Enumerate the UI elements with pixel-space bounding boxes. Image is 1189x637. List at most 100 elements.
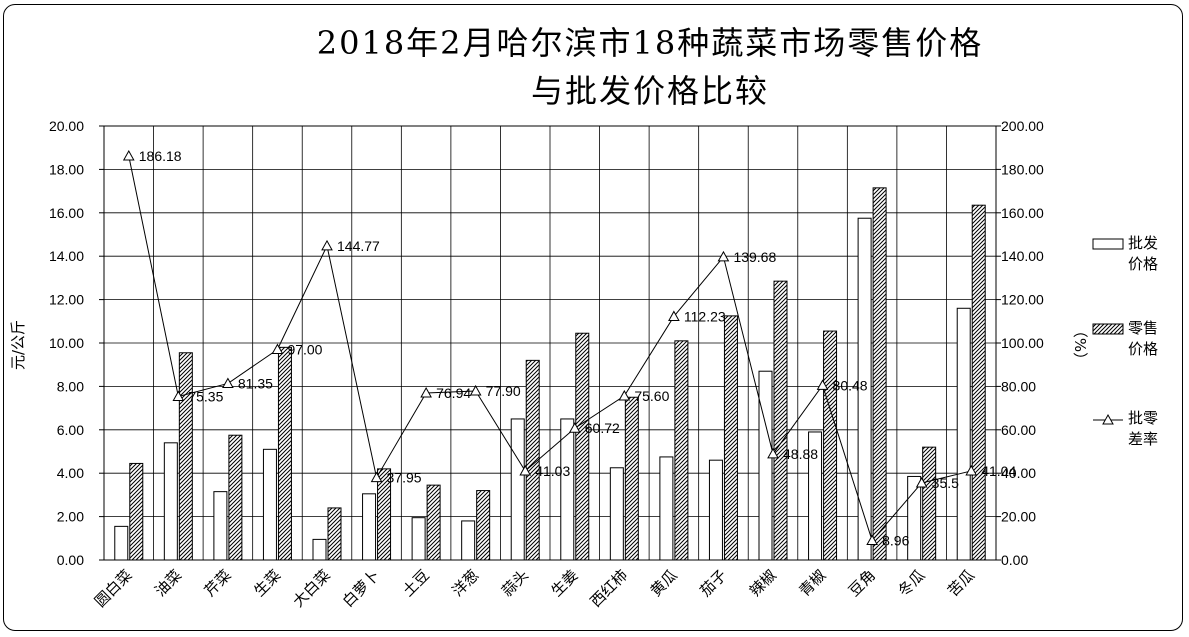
rate-data-label: 60.72: [585, 420, 620, 436]
legend-label: 批发: [1128, 234, 1158, 252]
y-tick-label: 2.00: [57, 509, 84, 525]
rate-data-label: 77.90: [486, 383, 521, 399]
rate-marker: [271, 343, 284, 355]
bar-wholesale: [312, 538, 327, 561]
bar-retail: [277, 346, 292, 561]
y2-tick-label: 40.00: [1001, 465, 1036, 481]
rate-data-label: 35.5: [932, 475, 959, 491]
x-tick-label: 圆白菜: [91, 566, 136, 611]
bar-retail: [624, 396, 639, 561]
bar-wholesale: [758, 370, 773, 561]
rate-marker: [122, 149, 135, 161]
rate-marker: [816, 379, 829, 390]
bars: [114, 187, 986, 561]
rate-data-label: 75.60: [634, 388, 669, 404]
x-tick-label: 苦瓜: [944, 566, 978, 600]
y-tick-label: 12.00: [49, 292, 84, 308]
legend-label: 批零: [1128, 409, 1158, 427]
rate-marker: [965, 464, 978, 476]
y-tick-label: 10.00: [49, 335, 84, 351]
rate-marker: [172, 390, 185, 401]
bar-retail: [872, 187, 887, 561]
bar-retail: [525, 359, 540, 561]
bar-wholesale: [411, 517, 426, 561]
bar-wholesale: [857, 217, 872, 561]
x-tick-label: 青椒: [795, 566, 829, 600]
x-axis-labels: 圆白菜 油菜 芹菜 生菜 大白菜 白萝卜 土豆 洋葱 蒜头 生姜 西红柿 黄瓜 茄子 辣椒 青椒 豆角 冬瓜 苦瓜: [91, 566, 978, 611]
legend-swatch-wholesale: [1092, 238, 1124, 250]
bar-wholesale: [956, 307, 971, 561]
rate-data-label: 41.03: [535, 463, 570, 479]
x-tick-label: 油菜: [151, 566, 185, 600]
x-tick-label: 蒜头: [498, 566, 532, 600]
grid: [103, 125, 997, 561]
rate-data-label: 75.35: [188, 388, 223, 404]
rate-data-label: 8.96: [882, 533, 909, 549]
rate-marker: [420, 387, 432, 398]
rate-marker: [668, 310, 680, 321]
rate-marker: [469, 384, 482, 396]
bar-retail: [426, 484, 441, 561]
bar-retail: [773, 280, 788, 561]
y2-tick-label: 100.00: [1001, 335, 1044, 351]
x-tick-label: 白萝卜: [339, 566, 384, 611]
bar-wholesale: [609, 467, 624, 561]
bar-retail: [922, 446, 937, 561]
rate-marker: [866, 534, 878, 546]
rate-data-label: 112.23: [684, 308, 726, 324]
legend-label: 零售: [1128, 319, 1158, 337]
x-tick-label: 土豆: [399, 566, 433, 600]
y-tick-label: 14.00: [49, 248, 84, 264]
y2-tick-label: 140.00: [1001, 248, 1044, 264]
bar-wholesale: [262, 448, 277, 561]
bar-wholesale: [510, 418, 525, 561]
bar-retail: [971, 204, 986, 561]
bar-wholesale: [114, 525, 129, 561]
rate-marker: [767, 447, 779, 459]
rate-marker: [370, 471, 383, 483]
x-tick-label: 黄瓜: [647, 566, 681, 600]
x-tick-label: 洋葱: [449, 566, 483, 600]
legend-label: 价格: [1128, 340, 1158, 358]
rate-data-label: 144.77: [337, 238, 380, 254]
bar-retail: [823, 330, 838, 561]
x-tick-label: 西红柿: [587, 566, 632, 611]
y2-tick-label: 200.00: [1001, 118, 1044, 134]
bar-wholesale: [213, 491, 228, 561]
bar-retail: [228, 434, 243, 561]
chart-frame: [3, 4, 1183, 631]
y-tick-label: 6.00: [57, 422, 84, 438]
x-tick-label: 生菜: [250, 566, 284, 600]
x-tick-label: 豆角: [845, 566, 879, 600]
bar-retail: [674, 340, 689, 561]
rate-marker: [321, 239, 333, 251]
y-tick-label: 16.00: [49, 205, 84, 221]
legend-label: 价格: [1128, 255, 1158, 273]
y2-tick-label: 80.00: [1001, 378, 1036, 394]
y2-tick-label: 160.00: [1001, 205, 1044, 221]
rate-marker: [568, 422, 581, 433]
bar-wholesale: [708, 459, 723, 561]
bar-retail: [476, 490, 491, 561]
rate-marker: [618, 389, 631, 401]
y-tick-label: 4.00: [57, 465, 84, 481]
legend-swatch-retail: [1092, 323, 1124, 335]
rate-polyline: [128, 155, 972, 542]
rate-marker: [717, 250, 730, 262]
rate-data-label: 81.35: [238, 375, 273, 391]
rate-data-label: 76.94: [436, 385, 471, 401]
rate-data-label: 41.04: [981, 463, 1016, 479]
bar-wholesale: [163, 442, 178, 561]
rate-data-label: 97.00: [287, 342, 322, 358]
rate-data-label: 139.68: [733, 249, 776, 265]
x-tick-label: 芹菜: [201, 566, 235, 600]
rate-data-label: 37.95: [387, 470, 422, 486]
rate-marker: [915, 476, 928, 488]
rate-marker: [519, 464, 532, 476]
y2-tick-label: 180.00: [1001, 161, 1044, 177]
rate-line: 186.18 75.35 81.35 97.00 144.77 37.95 76.94 77.…: [122, 148, 1016, 549]
y-tick-label: 8.00: [57, 378, 84, 394]
chart-title-line2: 与批发价格比较: [530, 72, 769, 110]
